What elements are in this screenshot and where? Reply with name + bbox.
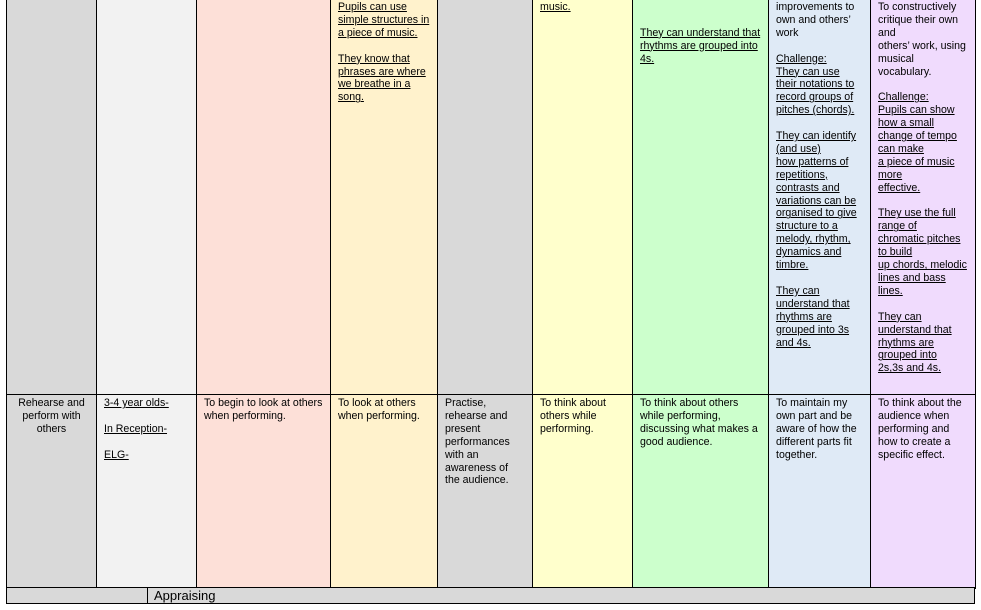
cell-paragraph: To begin to look at others when performi… bbox=[204, 397, 323, 422]
cell-paragraph: They know that phrases are where we brea… bbox=[338, 52, 426, 104]
cell-paragraph: ELG- bbox=[104, 448, 129, 461]
table-cell[interactable] bbox=[437, 0, 533, 395]
cell-paragraph: In Reception- bbox=[104, 422, 168, 435]
divider bbox=[147, 588, 148, 603]
table-row: Pupils can use simple structures in a pi… bbox=[6, 0, 976, 395]
cell-paragraph: Pupils can use simple structures in a pi… bbox=[338, 1, 430, 39]
cell-paragraph: Challenge: They can use their notations … bbox=[776, 52, 855, 117]
cell-paragraph: Challenge: Pupils can show how a small c… bbox=[878, 91, 957, 194]
cell-paragraph: To constructively critique their own and… bbox=[878, 1, 966, 78]
cell-paragraph: They can understand that rhythms are gro… bbox=[878, 310, 952, 375]
table-cell[interactable]: 3-4 year olds- In Reception- ELG- bbox=[96, 394, 197, 589]
cell-paragraph: 3-4 year olds- bbox=[104, 397, 169, 409]
cell-paragraph: They can identify (and use) how patterns… bbox=[776, 130, 857, 272]
cell-paragraph: To look at others when performing. bbox=[338, 397, 420, 422]
table-cell[interactable]: improvements to own and others’ work Chal… bbox=[768, 0, 871, 395]
cell-paragraph: To think about the audience when perform… bbox=[878, 397, 962, 461]
cell-paragraph bbox=[640, 1, 761, 14]
table-cell[interactable]: Pupils can use simple structures in a pi… bbox=[330, 0, 438, 395]
cell-paragraph: To think about others while performing, … bbox=[640, 397, 758, 448]
table-cell[interactable]: They can understand that rhythms are gro… bbox=[632, 0, 769, 395]
cell-paragraph: Practise, rehearse and present performan… bbox=[445, 397, 510, 487]
table-cell[interactable]: music. bbox=[532, 0, 633, 395]
cell-paragraph: music. bbox=[540, 1, 571, 13]
cell-paragraph: To maintain my own part and be aware of … bbox=[776, 397, 857, 461]
section-label: Appraising bbox=[154, 588, 216, 603]
table-cell[interactable]: Rehearse and perform with others bbox=[6, 394, 97, 589]
cell-paragraph: They use the full range of chromatic pit… bbox=[878, 207, 967, 297]
table-cell[interactable]: To maintain my own part and be aware of … bbox=[768, 394, 871, 589]
table-cell[interactable]: To begin to look at others when performi… bbox=[196, 394, 331, 589]
table-cell[interactable] bbox=[196, 0, 331, 395]
table-cell[interactable]: To constructively critique their own and… bbox=[870, 0, 976, 395]
table-cell[interactable]: To think about the audience when perform… bbox=[870, 394, 976, 589]
cell-paragraph: They can understand that rhythms are gro… bbox=[640, 26, 761, 65]
table-cell[interactable]: To think about others while performing, … bbox=[632, 394, 769, 589]
table-cell[interactable] bbox=[96, 0, 197, 395]
cell-paragraph: improvements to own and others’ work bbox=[776, 1, 855, 39]
section-row-appraising: Appraising bbox=[6, 587, 975, 604]
table-cell[interactable] bbox=[6, 0, 97, 395]
cell-paragraph: Rehearse and perform with others bbox=[18, 397, 85, 435]
table-cell[interactable]: To look at others when performing. bbox=[330, 394, 438, 589]
cell-paragraph: They can understand that rhythms are gro… bbox=[776, 284, 850, 349]
cell-paragraph: To think about others while performing. bbox=[540, 397, 606, 435]
table-cell[interactable]: Practise, rehearse and present performan… bbox=[437, 394, 533, 589]
table-cell[interactable]: To think about others while performing. bbox=[532, 394, 633, 589]
table-row: Rehearse and perform with others 3-4 year… bbox=[6, 394, 976, 589]
curriculum-table: Pupils can use simple structures in a pi… bbox=[6, 0, 976, 589]
